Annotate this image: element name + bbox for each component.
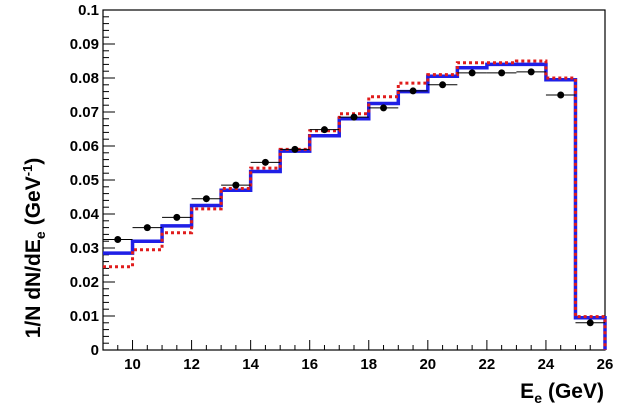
- y-tick-label: 0.03: [70, 240, 99, 257]
- y-tick-label: 0.01: [70, 308, 99, 325]
- x-axis-title: Ee (GeV): [520, 380, 604, 406]
- x-tick-label: 16: [301, 356, 318, 373]
- y-axis-label: 1/N dN/dE: [22, 239, 45, 338]
- x-tick-label: 12: [183, 356, 200, 373]
- data-point: [173, 213, 181, 221]
- data-point: [232, 181, 240, 189]
- x-tick-label: 18: [360, 356, 377, 373]
- data-point: [291, 145, 299, 153]
- data-point: [143, 224, 151, 232]
- y-tick-label: 0.06: [70, 138, 99, 155]
- x-tick-label: 10: [124, 356, 141, 373]
- y-tick-label: 0.09: [70, 36, 99, 53]
- data-point: [409, 87, 417, 95]
- data-point: [468, 69, 476, 77]
- x-axis-unit: (GeV): [548, 380, 604, 403]
- x-axis-label-sub: e: [534, 390, 542, 406]
- y-axis-unit-sup: -1: [20, 165, 35, 177]
- data-point: [350, 113, 358, 121]
- histogram-red-dotted: [103, 59, 607, 350]
- y-tick-labels: 0 0.01 0.02 0.03 0.04 0.05 0.06 0.07 0.08 0.09 0.1: [70, 2, 100, 359]
- histogram-blue-solid: [103, 62, 607, 350]
- x-tick-label: 22: [479, 356, 496, 373]
- x-tick-label: 20: [419, 356, 436, 373]
- x-tick-labels: 10 12 14 16 18 20 22 24 26: [124, 356, 613, 373]
- y-axis-unit-close: ): [22, 158, 45, 165]
- y-tick-label: 0.07: [70, 104, 99, 121]
- x-tick-label: 14: [242, 356, 259, 373]
- y-tick-label: 0.02: [70, 274, 99, 291]
- data-point: [586, 319, 594, 327]
- data-point: [439, 81, 447, 89]
- y-axis-title: 1/N dN/dEe (GeV-1): [20, 158, 48, 339]
- y-tick-label: 0.04: [70, 206, 100, 223]
- x-tick-label: 24: [538, 356, 555, 373]
- data-point: [527, 68, 535, 76]
- y-axis-unit: (GeV: [22, 176, 45, 225]
- y-tick-label: 0.05: [70, 172, 99, 189]
- y-tick-label: 0: [91, 342, 99, 359]
- series-layer: [103, 59, 607, 350]
- y-axis-label-sub: e: [32, 231, 48, 239]
- y-tick-label: 0.08: [70, 70, 99, 87]
- x-tick-label: 26: [597, 356, 614, 373]
- x-axis-label: E: [520, 380, 534, 403]
- data-point: [202, 195, 210, 203]
- data-point: [498, 69, 506, 77]
- data-point: [380, 104, 388, 112]
- data-point: [261, 158, 269, 166]
- data-point: [114, 236, 122, 243]
- data-point: [557, 91, 565, 99]
- y-tick-label: 0.1: [78, 2, 99, 19]
- axis-ticks: [102, 9, 606, 351]
- data-point: [320, 126, 328, 134]
